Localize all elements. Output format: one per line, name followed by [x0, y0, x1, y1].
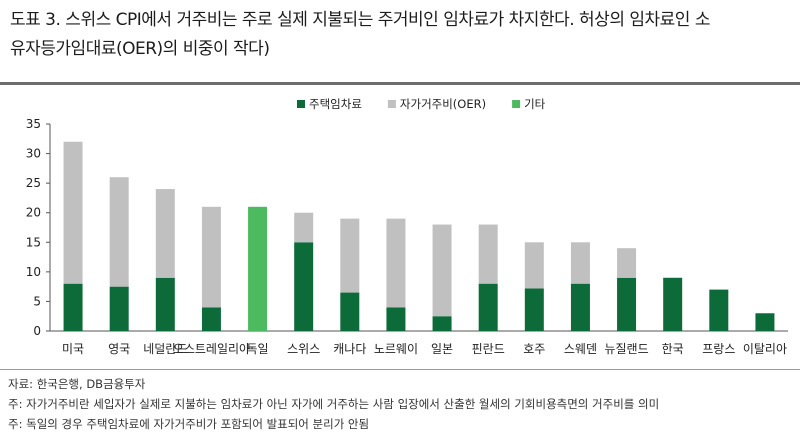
bar-segment: [294, 242, 314, 331]
x-tick-label: 프랑스: [702, 342, 735, 356]
bar-segment: [155, 189, 175, 278]
bar-segment: [109, 177, 129, 287]
x-tick-label: 영국: [108, 342, 130, 356]
y-tick-label: 5: [33, 294, 41, 308]
bar-segment: [201, 206, 221, 308]
bar-segment: [109, 286, 129, 331]
bar-segment: [63, 141, 83, 284]
bar-segment: [386, 307, 406, 331]
title-line-2: 유자등가임대료(OER)의 비중이 작다): [10, 39, 270, 59]
x-tick-label: 이탈리아: [743, 342, 787, 356]
x-tick-label: 호주: [523, 342, 545, 356]
y-tick-label: 30: [26, 147, 41, 161]
x-tick-label: 핀란드: [472, 342, 505, 356]
y-tick-label: 20: [26, 206, 41, 220]
x-tick-label: 한국: [662, 342, 684, 356]
legend-swatch: [512, 100, 521, 108]
chart-title: 도표 3. 스위스 CPI에서 거주비는 주로 실제 지불되는 주거비인 임차료…: [10, 6, 790, 64]
legend-label: 기타: [524, 97, 546, 111]
bar-segment: [386, 218, 406, 308]
x-tick-label: 독일: [247, 342, 269, 356]
bar-segment: [617, 248, 637, 278]
bar-segment: [432, 224, 452, 317]
bar-segment: [570, 283, 590, 331]
footnote-2: 주: 독일의 경우 주택임차료에 자가거주비가 포함되어 발표되어 분리가 안됨: [8, 417, 370, 431]
x-tick-label: 캐나다: [333, 342, 366, 356]
bar-segment: [709, 289, 729, 331]
bar-segment: [570, 242, 590, 284]
bar-segment: [432, 316, 452, 331]
bar-segment: [340, 292, 360, 331]
y-tick-label: 25: [26, 176, 41, 190]
y-tick-label: 15: [26, 235, 41, 249]
bar-segment: [63, 283, 83, 331]
bar-segment: [155, 277, 175, 331]
x-tick-label: 뉴질랜드: [604, 342, 648, 356]
source-note: 자료: 한국은행, DB금융투자: [8, 377, 146, 391]
footnotes: 자료: 한국은행, DB금융투자 주: 자가거주비란 세입자가 실제로 지불하는…: [8, 374, 659, 434]
bar-segment: [755, 313, 775, 331]
bar-segment: [524, 288, 544, 331]
bar-segment: [201, 307, 221, 331]
x-tick-label: 미국: [62, 342, 84, 356]
y-tick-label: 0: [33, 324, 41, 338]
x-tick-label: 노르웨이: [374, 342, 418, 356]
bar-segment: [248, 206, 268, 331]
footer-divider: [0, 369, 800, 370]
x-tick-label: 오스트레일리아: [173, 342, 250, 356]
x-tick-label: 일본: [431, 342, 453, 356]
bar-segment: [478, 224, 498, 284]
x-tick-label: 네덜란드: [143, 342, 187, 356]
bar-segment: [617, 277, 637, 331]
x-tick-label: 스웨덴: [564, 342, 597, 356]
title-divider: [0, 82, 800, 85]
legend-label: 자가거주비(OER): [400, 97, 486, 111]
bar-segment: [663, 277, 683, 331]
bar-segment: [340, 218, 360, 293]
bar-segment: [478, 283, 498, 331]
bar-segment: [524, 242, 544, 289]
legend-swatch: [387, 100, 396, 108]
legend-label: 주택임차료: [309, 97, 362, 111]
y-tick-label: 35: [26, 117, 41, 131]
bar-segment: [294, 212, 314, 243]
x-tick-label: 스위스: [287, 342, 320, 356]
footnote-1: 주: 자가거주비란 세입자가 실제로 지불하는 임차료가 아닌 자가에 거주하는…: [8, 397, 660, 411]
y-tick-label: 10: [26, 265, 41, 279]
legend-swatch: [297, 100, 305, 108]
title-line-1: 도표 3. 스위스 CPI에서 거주비는 주로 실제 지불되는 주거비인 임차료…: [10, 10, 710, 30]
